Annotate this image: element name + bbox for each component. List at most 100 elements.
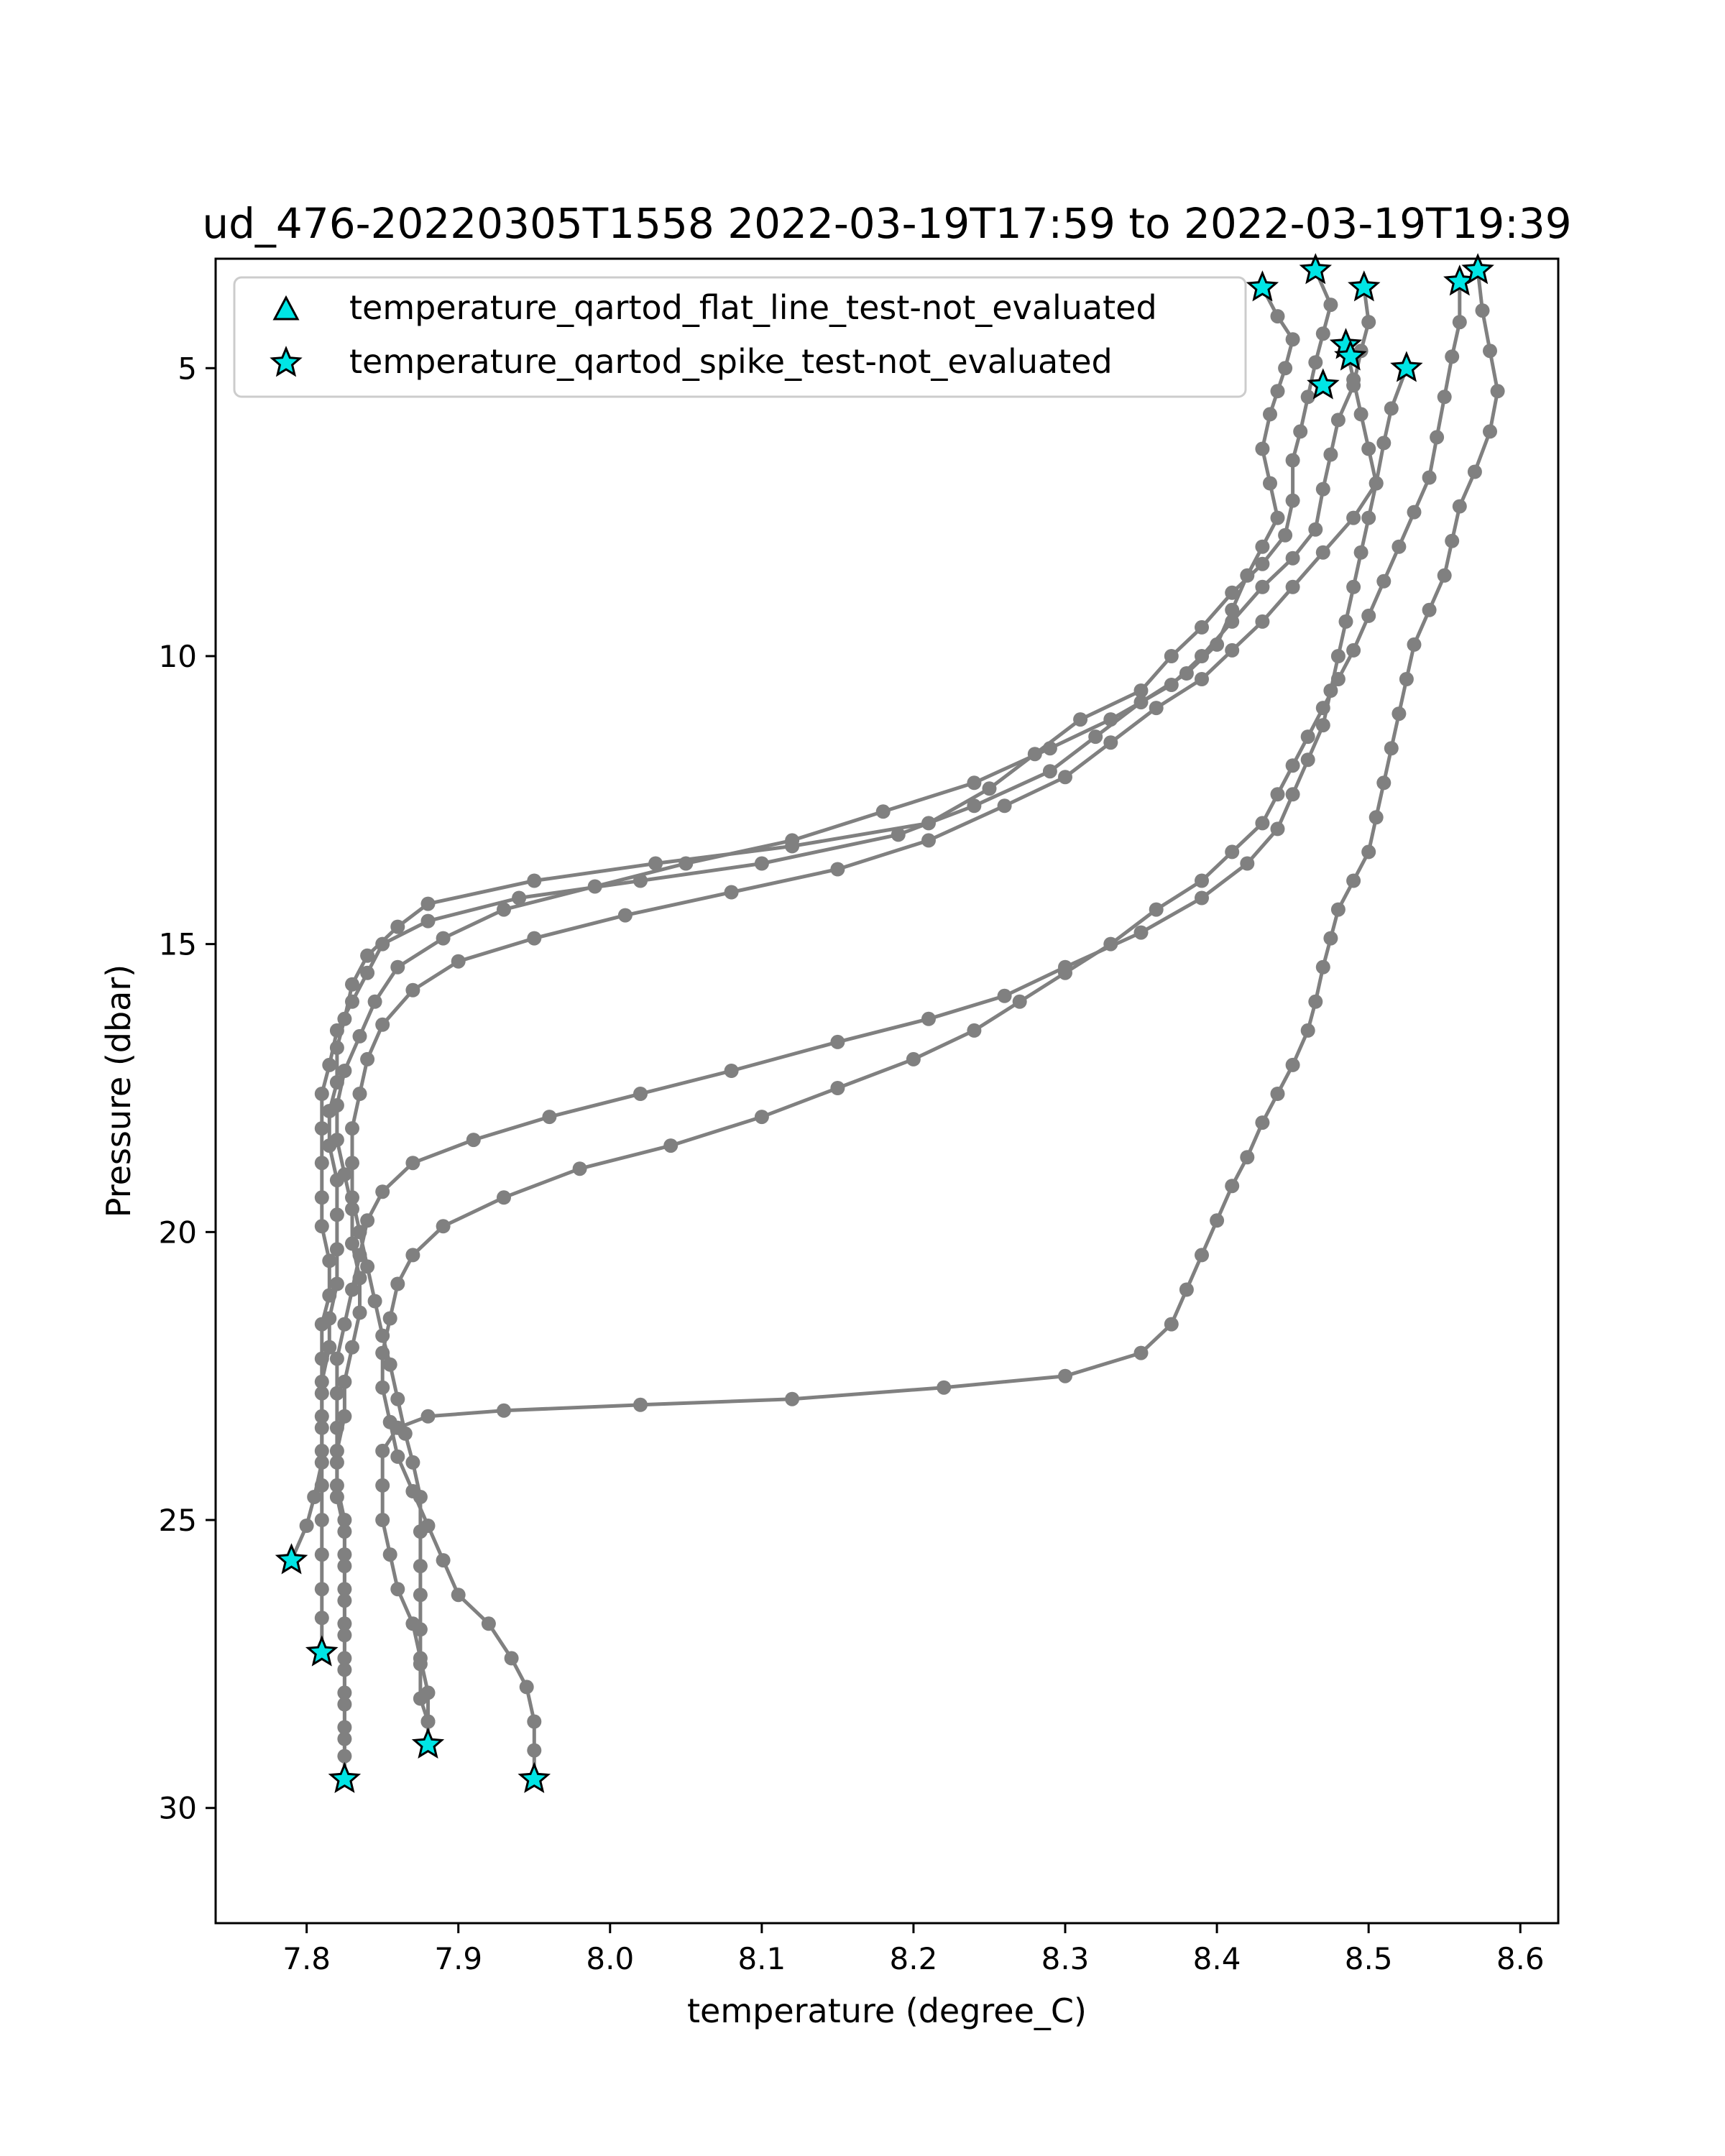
- data-point: [1308, 522, 1323, 537]
- data-point: [1240, 856, 1255, 871]
- data-point: [420, 1519, 436, 1533]
- data-point: [754, 1110, 769, 1125]
- data-point: [1285, 1057, 1300, 1072]
- data-point: [1445, 533, 1460, 548]
- data-point: [1300, 1023, 1315, 1038]
- data-point: [390, 1276, 405, 1291]
- data-point: [906, 1051, 921, 1067]
- data-point: [1012, 994, 1027, 1009]
- data-point: [891, 827, 906, 842]
- data-point: [1346, 579, 1361, 594]
- data-point: [967, 775, 982, 791]
- data-point: [1133, 1345, 1149, 1360]
- x-axis-label: temperature (degree_C): [687, 1991, 1087, 2030]
- data-point: [1270, 787, 1285, 802]
- x-tick-label: 7.9: [434, 1941, 482, 1976]
- data-point: [527, 931, 542, 946]
- data-point: [1058, 1368, 1072, 1383]
- data-point: [314, 1190, 329, 1205]
- data-point: [1225, 844, 1240, 860]
- data-point: [1255, 579, 1270, 594]
- data-point: [1164, 1317, 1179, 1332]
- data-point: [1475, 303, 1490, 318]
- data-point: [1278, 528, 1293, 543]
- flags-layer: [275, 253, 1494, 1793]
- data-point: [617, 908, 632, 923]
- chart-title: ud_476-20220305T1558 2022-03-19T17:59 to…: [202, 199, 1571, 248]
- data-point: [1384, 401, 1399, 416]
- data-point: [830, 862, 845, 877]
- legend: temperature_qartod_flat_line_test-not_ev…: [233, 276, 1247, 398]
- data-point: [375, 1478, 390, 1493]
- data-point: [420, 896, 436, 911]
- data-point: [329, 1040, 344, 1055]
- data-point: [633, 1087, 648, 1101]
- data-point: [1361, 844, 1376, 860]
- data-point: [345, 1190, 359, 1205]
- data-point: [1285, 787, 1300, 802]
- data-point: [314, 1513, 329, 1527]
- data-point: [345, 1156, 359, 1171]
- data-point: [1308, 355, 1323, 370]
- data-point: [352, 1028, 367, 1044]
- x-tick-label: 8.0: [586, 1941, 634, 1976]
- data-point: [352, 1248, 367, 1263]
- data-point: [982, 781, 997, 796]
- data-point: [352, 1087, 367, 1101]
- data-point: [1315, 482, 1330, 497]
- data-point: [405, 1156, 420, 1171]
- data-point: [382, 1547, 397, 1562]
- data-point: [382, 1311, 397, 1326]
- data-point: [337, 1524, 352, 1539]
- data-point: [337, 1662, 352, 1677]
- data-point: [937, 1380, 952, 1395]
- data-point: [1293, 424, 1308, 439]
- data-point: [967, 1023, 982, 1038]
- data-point: [314, 1443, 329, 1458]
- y-tick-label: 5: [178, 351, 197, 386]
- data-point: [1376, 436, 1392, 451]
- data-point: [504, 1651, 519, 1666]
- data-point: [420, 1409, 436, 1424]
- data-point: [921, 1011, 936, 1026]
- x-axis: 7.8 7.9 8.0 8.1 8.2 8.3 8.4 8.5 8.6: [282, 1923, 1545, 1976]
- data-point: [1179, 666, 1194, 681]
- data-point: [830, 1034, 845, 1049]
- data-point: [1042, 741, 1057, 756]
- legend-label-spike: temperature_qartod_spike_test-not_evalua…: [349, 342, 1113, 381]
- data-point: [785, 1391, 800, 1406]
- data-point: [1430, 430, 1445, 445]
- data-point: [322, 1311, 337, 1326]
- data-point: [337, 1167, 352, 1182]
- data-point: [1300, 729, 1315, 745]
- data-point: [1338, 614, 1353, 629]
- data-point: [375, 1017, 390, 1032]
- data-point: [1255, 614, 1270, 629]
- data-point: [345, 977, 359, 992]
- data-point: [1399, 672, 1414, 686]
- data-point: [375, 1345, 390, 1360]
- data-point: [1315, 545, 1330, 560]
- data-point: [1437, 390, 1452, 405]
- data-point: [367, 994, 382, 1009]
- data-point: [1263, 407, 1277, 422]
- data-point: [1285, 332, 1300, 347]
- data-point: [314, 1219, 329, 1234]
- data-point: [875, 804, 891, 819]
- data-point: [1285, 758, 1300, 773]
- data-point: [633, 1397, 648, 1412]
- data-point: [1407, 637, 1422, 652]
- data-point: [345, 1340, 359, 1355]
- spike-test-flag-star: [328, 1761, 362, 1793]
- data-point: [1323, 683, 1338, 698]
- data-point: [329, 1455, 344, 1470]
- data-point: [1361, 441, 1376, 456]
- data-point: [314, 1087, 329, 1101]
- data-point: [1392, 539, 1407, 554]
- data-point: [1300, 752, 1315, 768]
- data-point: [1255, 539, 1270, 554]
- data-point: [314, 1547, 329, 1562]
- data-point: [754, 856, 769, 871]
- data-point: [921, 816, 936, 831]
